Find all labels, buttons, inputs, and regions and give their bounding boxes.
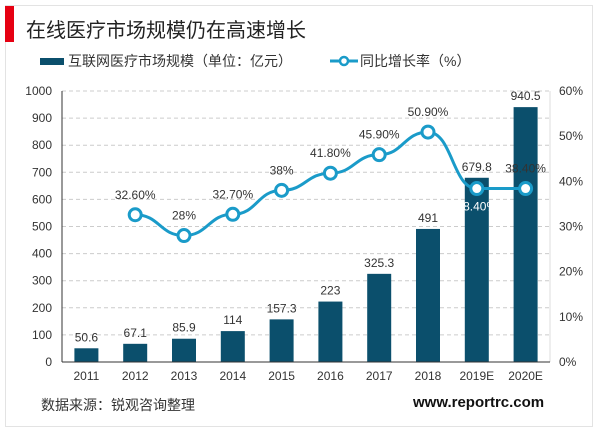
legend-bar-swatch	[40, 57, 64, 65]
line-data-label: 32.60%	[115, 188, 156, 202]
right-tick-label: 40%	[559, 174, 583, 188]
line-data-label: 38.40%	[505, 162, 546, 176]
legend-line-swatch	[330, 55, 358, 67]
source-note: 数据来源：锐观咨询整理	[41, 397, 195, 413]
bar	[416, 228, 440, 362]
bar-data-label: 679.8	[462, 160, 492, 174]
right-tick-label: 50%	[559, 129, 583, 143]
left-tick-label: 600	[32, 192, 52, 206]
chart-card	[5, 5, 593, 427]
x-tick-label: 2017	[366, 369, 393, 383]
right-tick-label: 0%	[559, 355, 577, 369]
left-tick-label: 300	[32, 274, 52, 288]
left-tick-label: 0	[45, 355, 52, 369]
x-tick-label: 2018	[415, 369, 442, 383]
right-tick-label: 60%	[559, 84, 583, 98]
growth-point	[176, 228, 192, 244]
bar	[220, 331, 245, 362]
bar-data-label: 85.9	[172, 321, 196, 335]
growth-point	[225, 206, 241, 222]
x-tick-label: 2014	[219, 369, 246, 383]
left-tick-label: 1000	[25, 84, 52, 98]
growth-point	[469, 181, 485, 197]
left-tick-label: 400	[32, 247, 52, 261]
x-tick-label: 2015	[268, 369, 295, 383]
left-tick-label: 800	[32, 138, 52, 152]
x-tick-label: 2020E	[508, 369, 543, 383]
website-url: www.reportrc.com	[413, 394, 545, 411]
bar	[464, 177, 489, 362]
bar	[123, 343, 148, 362]
bar	[513, 107, 538, 362]
line-data-label: 45.90%	[359, 128, 400, 142]
legend-label: 互联网医疗市场规模（单位：亿元）	[68, 53, 292, 69]
legend-item-bar: 互联网医疗市场规模（单位：亿元）	[40, 51, 292, 71]
x-tick-label: 2019E	[459, 369, 494, 383]
left-tick-label: 700	[32, 165, 52, 179]
bar-data-label: 223	[320, 284, 340, 298]
right-tick-label: 20%	[559, 265, 583, 279]
bar	[172, 338, 196, 362]
line-data-label: 32.70%	[212, 187, 253, 201]
line-data-label: 50.90%	[408, 105, 449, 119]
bar-data-label: 67.1	[124, 326, 148, 340]
growth-point	[420, 124, 436, 140]
left-tick-label: 100	[32, 328, 52, 342]
bar-data-label: 157.3	[267, 301, 297, 315]
line-data-label: 41.80%	[310, 146, 351, 160]
left-tick-label: 200	[32, 301, 52, 315]
bar	[269, 319, 294, 362]
line-data-label: 28%	[172, 209, 196, 223]
line-data-label: 38%	[270, 163, 294, 177]
x-tick-label: 2012	[122, 369, 149, 383]
right-tick-label: 10%	[559, 310, 583, 324]
bar	[367, 273, 392, 362]
left-tick-label: 900	[32, 111, 52, 125]
growth-point	[274, 182, 290, 198]
bar-data-label: 940.5	[511, 89, 541, 103]
bar	[318, 301, 343, 362]
chart-title: 在线医疗市场规模仍在高速增长	[26, 20, 306, 42]
growth-point	[322, 165, 338, 181]
bar	[74, 348, 99, 362]
bar-data-label: 491	[418, 211, 438, 225]
line-data-label: 38.40%	[456, 200, 497, 214]
right-tick-label: 30%	[559, 220, 583, 234]
bar-data-label: 114	[223, 313, 242, 327]
x-tick-label: 2016	[317, 369, 344, 383]
title-accent-bar	[5, 6, 14, 42]
bar-data-label: 50.6	[75, 330, 99, 344]
x-tick-label: 2011	[73, 369, 99, 383]
growth-point	[371, 147, 387, 163]
legend-item-line: 同比增长率（%）	[330, 51, 470, 71]
growth-point	[127, 207, 143, 223]
x-tick-label: 2013	[171, 369, 198, 383]
growth-point	[518, 181, 534, 197]
left-tick-label: 500	[32, 220, 52, 234]
bar-data-label: 325.3	[364, 256, 394, 270]
legend-label: 同比增长率（%）	[360, 53, 471, 69]
